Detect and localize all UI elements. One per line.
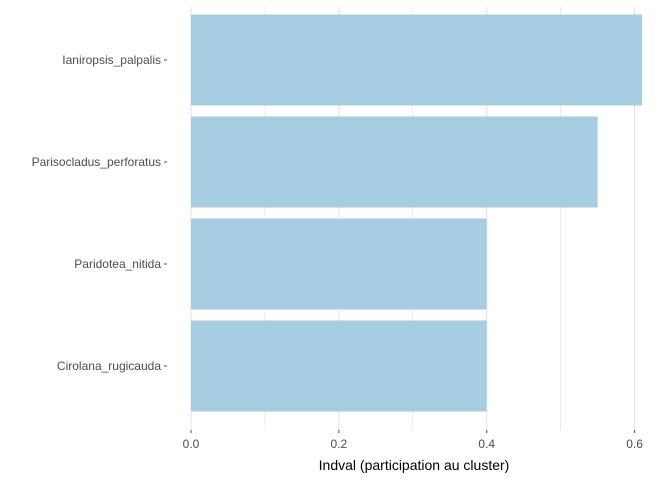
y-tick-label: Parisocladus_perforatus [32,155,161,169]
x-tick-label: 0.4 [478,437,495,451]
x-tick-label: 0.6 [626,437,643,451]
x-axis-title: Indval (participation au cluster) [319,457,510,473]
x-tick-label: 0.2 [331,437,348,451]
x-axis: 0.0 0.2 0.4 0.6 [183,430,643,451]
bar-parisocladus-perforatus [191,116,598,208]
bar-ianiropsis-palpalis [191,14,642,106]
y-tick-label: Ianiropsis_palpalis [62,53,161,67]
bar-cirolana-rugicauda [191,320,487,412]
y-tick-label: Paridotea_nitida [74,257,161,271]
x-tick-label: 0.0 [183,437,200,451]
y-axis: Ianiropsis_palpalis Parisocladus_perforat… [32,53,167,373]
y-tick-label: Cirolana_rugicauda [57,359,161,373]
bar-paridotea-nitida [191,218,487,310]
bar-layer [191,14,642,412]
